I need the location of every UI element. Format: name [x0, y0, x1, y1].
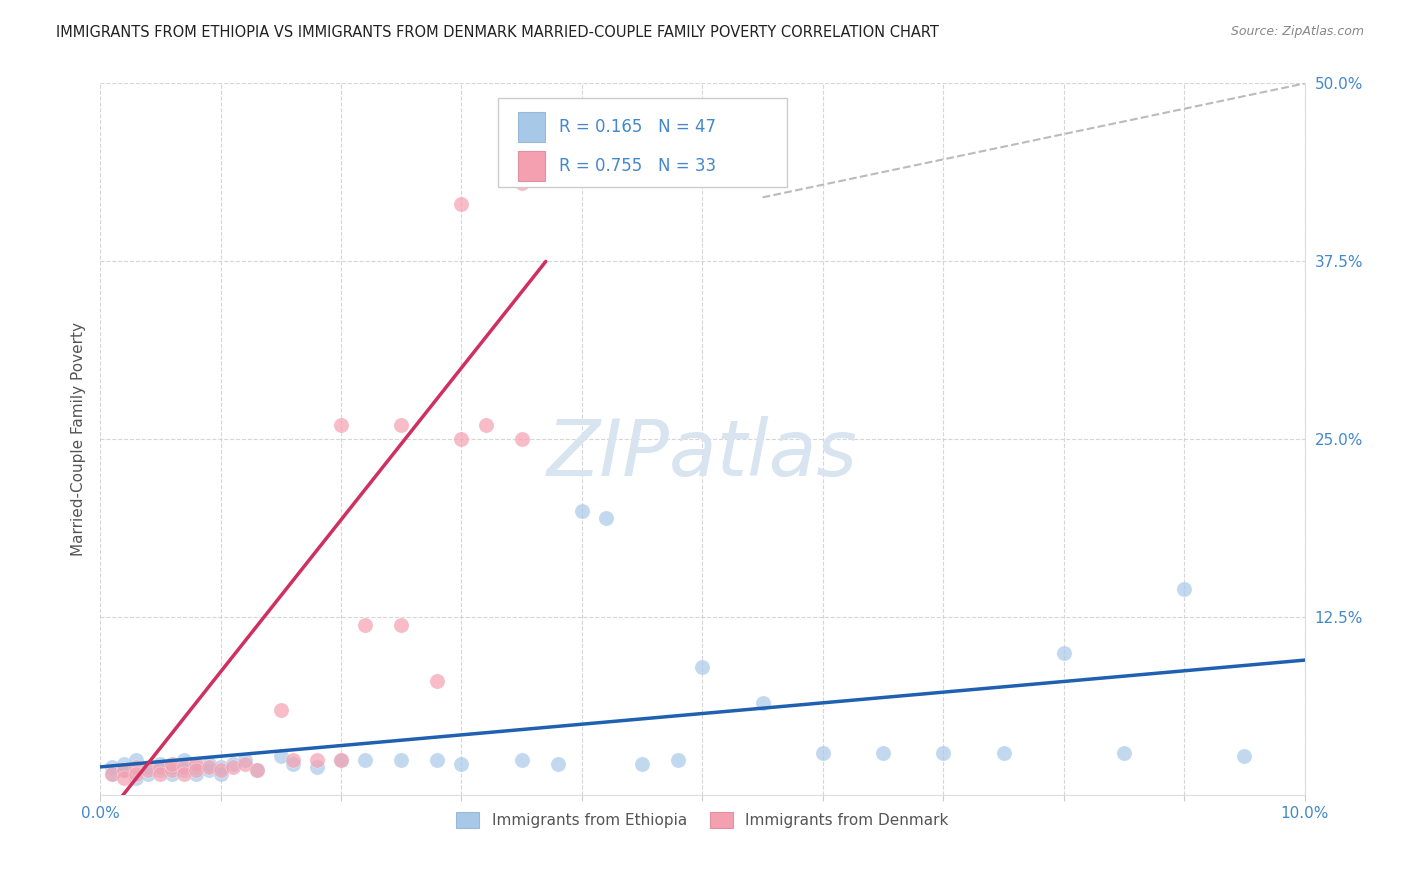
Point [233, 753, 256, 767]
Point [389, 753, 412, 767]
Point [246, 763, 269, 777]
Point [450, 433, 472, 447]
Point [186, 767, 208, 781]
Point [162, 757, 184, 772]
Point [101, 760, 124, 774]
Point [270, 703, 292, 717]
Text: R = 0.165   N = 47: R = 0.165 N = 47 [560, 118, 716, 136]
Point [221, 760, 243, 774]
Point [246, 763, 269, 777]
Text: IMMIGRANTS FROM ETHIOPIA VS IMMIGRANTS FROM DENMARK MARRIED-COUPLE FAMILY POVERT: IMMIGRANTS FROM ETHIOPIA VS IMMIGRANTS F… [56, 25, 939, 40]
Point [197, 763, 219, 777]
Point [125, 753, 148, 767]
Point [149, 760, 172, 774]
Point [666, 753, 689, 767]
Point [197, 760, 219, 774]
FancyBboxPatch shape [517, 112, 544, 142]
Point [173, 753, 195, 767]
Point [233, 757, 256, 772]
Point [330, 753, 353, 767]
Point [330, 753, 353, 767]
Text: ZIPatlas: ZIPatlas [547, 416, 858, 491]
Point [125, 760, 148, 774]
Point [112, 763, 135, 777]
Point [595, 510, 617, 524]
Point [173, 763, 195, 777]
Point [186, 760, 208, 774]
Point [101, 767, 124, 781]
Point [811, 746, 834, 760]
Point [136, 763, 159, 777]
Text: Source: ZipAtlas.com: Source: ZipAtlas.com [1230, 25, 1364, 38]
FancyBboxPatch shape [498, 98, 787, 186]
Point [1053, 646, 1076, 660]
Point [162, 760, 184, 774]
FancyBboxPatch shape [517, 151, 544, 181]
Point [125, 767, 148, 781]
Point [872, 746, 894, 760]
Legend: Immigrants from Ethiopia, Immigrants from Denmark: Immigrants from Ethiopia, Immigrants fro… [450, 805, 955, 834]
Point [209, 760, 232, 774]
Point [751, 696, 773, 710]
Point [136, 760, 159, 774]
Point [510, 176, 533, 190]
Point [197, 757, 219, 772]
Point [112, 772, 135, 786]
Point [186, 763, 208, 777]
Point [136, 767, 159, 781]
Point [112, 763, 135, 777]
Point [173, 767, 195, 781]
Point [993, 746, 1015, 760]
Point [692, 660, 714, 674]
Point [305, 753, 328, 767]
Point [510, 433, 533, 447]
Point [450, 197, 472, 211]
Point [221, 757, 243, 772]
Point [389, 617, 412, 632]
Point [1112, 746, 1135, 760]
Point [354, 617, 377, 632]
Text: R = 0.755   N = 33: R = 0.755 N = 33 [560, 157, 716, 175]
Point [426, 674, 449, 689]
Point [125, 772, 148, 786]
Point [932, 746, 955, 760]
Point [510, 753, 533, 767]
Point [162, 767, 184, 781]
Point [631, 757, 654, 772]
Point [389, 418, 412, 433]
Point [1173, 582, 1195, 596]
Point [354, 753, 377, 767]
Point [281, 757, 304, 772]
Point [474, 418, 496, 433]
Point [209, 763, 232, 777]
Point [186, 757, 208, 772]
Point [149, 757, 172, 772]
Point [305, 760, 328, 774]
Point [101, 767, 124, 781]
Point [330, 418, 353, 433]
Point [270, 748, 292, 763]
Point [162, 763, 184, 777]
Point [112, 757, 135, 772]
Point [1233, 748, 1256, 763]
Point [450, 757, 472, 772]
Point [547, 757, 569, 772]
Point [281, 753, 304, 767]
Point [173, 760, 195, 774]
Point [571, 503, 593, 517]
Point [426, 753, 449, 767]
Y-axis label: Married-Couple Family Poverty: Married-Couple Family Poverty [72, 322, 86, 557]
Point [209, 767, 232, 781]
Point [149, 763, 172, 777]
Point [149, 767, 172, 781]
